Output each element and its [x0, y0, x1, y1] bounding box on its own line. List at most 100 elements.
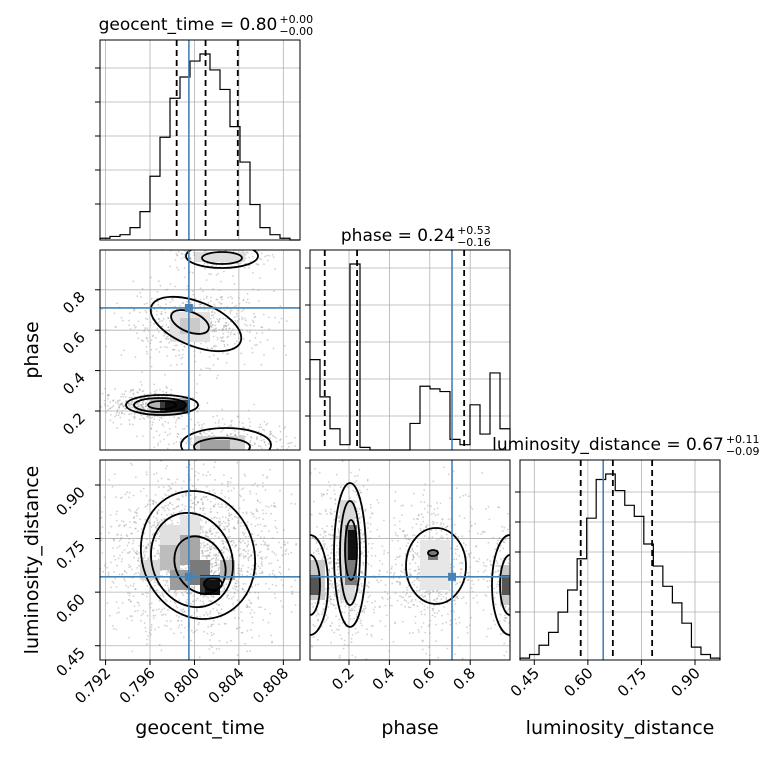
phase-vs-geocent-sample-point [167, 326, 170, 329]
phase-vs-geocent-sample-point [208, 430, 211, 432]
ld-vs-phase-sample-point [361, 610, 364, 612]
ld-vs-phase-sample-point [382, 597, 384, 600]
ld-vs-geocent-sample-point [154, 494, 157, 496]
ld-vs-geocent-sample-point [128, 521, 131, 523]
phase-vs-geocent-sample-point [166, 335, 169, 338]
ld-vs-geocent-sample-point [267, 621, 270, 624]
phase-vs-geocent-sample-point [199, 298, 202, 301]
ld-vs-geocent-sample-point [207, 596, 210, 599]
ld-vs-geocent-sample-point [153, 521, 156, 523]
ld-vs-geocent-sample-point [209, 530, 211, 533]
ld-vs-phase-sample-point [482, 609, 485, 611]
ld-vs-geocent-sample-point [145, 630, 147, 633]
tick-label-geocent-time: 0.808 [249, 664, 292, 707]
ld-vs-geocent-sample-point [153, 473, 156, 476]
ld-vs-geocent-sample-point [129, 584, 132, 587]
ld-vs-geocent-sample-point [212, 573, 215, 576]
ld-vs-phase-sample-point [327, 481, 330, 483]
ld-vs-phase-sample-point [453, 523, 456, 526]
ld-vs-geocent-sample-point [224, 540, 227, 543]
ld-vs-geocent-sample-point [129, 510, 132, 512]
ld-vs-geocent-sample-point [208, 600, 211, 602]
ld-vs-geocent-sample-point [198, 621, 201, 624]
ld-vs-phase-sample-point [500, 604, 502, 607]
ld-vs-geocent-sample-point [139, 619, 142, 622]
ld-vs-phase-sample-point [506, 528, 509, 531]
ld-vs-geocent-sample-point [226, 594, 229, 597]
ld-vs-phase-sample-point [330, 544, 333, 547]
phase-vs-geocent-sample-point [167, 317, 170, 320]
ld-vs-geocent-sample-point [178, 624, 181, 627]
ld-vs-geocent-sample-point [174, 602, 177, 605]
phase-vs-geocent-sample-point [124, 390, 127, 393]
ld-vs-geocent-sample-point [255, 510, 258, 512]
ld-vs-geocent-sample-point [124, 493, 127, 496]
phase-vs-geocent-sample-point [249, 421, 252, 423]
ld-vs-geocent-sample-point [131, 547, 134, 550]
ld-vs-phase-sample-point [414, 562, 417, 564]
ld-vs-phase-sample-point [324, 530, 327, 533]
phase-vs-geocent-sample-point [140, 296, 143, 298]
ld-vs-phase-sample-point [425, 525, 427, 528]
ld-vs-geocent-sample-point [269, 468, 271, 471]
ld-vs-geocent-sample-point [205, 611, 208, 614]
phase-vs-geocent-sample-point [163, 438, 165, 441]
phase-vs-geocent-sample-point [183, 256, 186, 259]
ld-vs-phase-sample-point [424, 613, 426, 616]
phase-vs-geocent-sample-point [121, 410, 123, 413]
phase-vs-geocent-sample-point [153, 322, 156, 325]
ld-vs-geocent-sample-point [216, 517, 218, 520]
ld-vs-phase-sample-point [357, 611, 359, 614]
phase-vs-geocent-sample-point [140, 405, 143, 408]
ld-vs-geocent-sample-point [155, 472, 158, 475]
ld-vs-geocent-sample-point [204, 544, 207, 547]
phase-vs-geocent-sample-point [232, 250, 235, 253]
ld-vs-phase-sample-point [322, 493, 325, 496]
ld-vs-geocent-sample-point [232, 527, 235, 530]
phase-vs-geocent-sample-point [224, 317, 227, 320]
ld-vs-geocent-sample-point [112, 627, 115, 630]
phase-vs-geocent-sample-point [159, 305, 162, 308]
ld-vs-phase-sample-point [336, 628, 338, 631]
ld-vs-geocent-sample-point [199, 526, 202, 529]
ld-vs-geocent-sample-point [222, 543, 225, 545]
ld-vs-geocent-sample-point [211, 563, 214, 565]
ld-vs-geocent-sample-point [240, 567, 243, 570]
ld-vs-phase-sample-point [331, 548, 334, 551]
ld-vs-geocent-sample-point [199, 547, 202, 549]
phase-vs-geocent-sample-point [246, 298, 249, 301]
ld-vs-geocent-sample-point [221, 516, 224, 518]
ld-vs-geocent-sample-point [263, 536, 266, 539]
ld-vs-geocent-sample-point [139, 518, 142, 521]
ld-vs-phase-sample-point [413, 518, 415, 520]
phase-vs-geocent-sample-point [132, 280, 135, 283]
phase-vs-geocent-sample-point [240, 310, 243, 313]
ld-vs-geocent-sample-point [193, 497, 196, 500]
ld-vs-geocent-sample-point [253, 577, 256, 580]
ld-vs-geocent-sample-point [234, 617, 237, 619]
ld-vs-geocent-sample-point [194, 630, 197, 633]
ld-vs-phase-sample-point [483, 564, 486, 567]
ld-vs-phase-sample-point [467, 495, 470, 498]
ld-vs-geocent-sample-point [137, 530, 139, 533]
ld-vs-geocent-sample-point [155, 540, 158, 542]
ld-vs-geocent-sample-point [251, 622, 254, 624]
ld-vs-phase-sample-point [461, 657, 464, 660]
ld-vs-phase-sample-point [362, 561, 365, 564]
ld-vs-phase-sample-point [335, 473, 338, 476]
ld-vs-geocent-sample-point [213, 572, 216, 574]
ld-vs-geocent-sample-point [275, 527, 278, 530]
ld-vs-geocent-sample-point [260, 561, 263, 563]
phase-vs-geocent-sample-point [254, 315, 257, 318]
phase-vs-geocent-sample-point [210, 347, 213, 349]
ld-vs-geocent-sample-point [221, 549, 223, 551]
ld-vs-geocent-sample-point [127, 586, 129, 589]
ld-vs-geocent-sample-point [169, 620, 172, 623]
ld-vs-geocent-sample-point [245, 512, 248, 515]
ld-vs-geocent-sample-point [143, 554, 146, 556]
ld-vs-phase-sample-point [458, 616, 461, 619]
ld-vs-geocent-sample-point [197, 501, 199, 504]
phase-vs-geocent-sample-point [146, 353, 149, 355]
phase-vs-geocent-sample-point [218, 320, 221, 323]
ld-vs-geocent-sample-point [206, 632, 209, 635]
